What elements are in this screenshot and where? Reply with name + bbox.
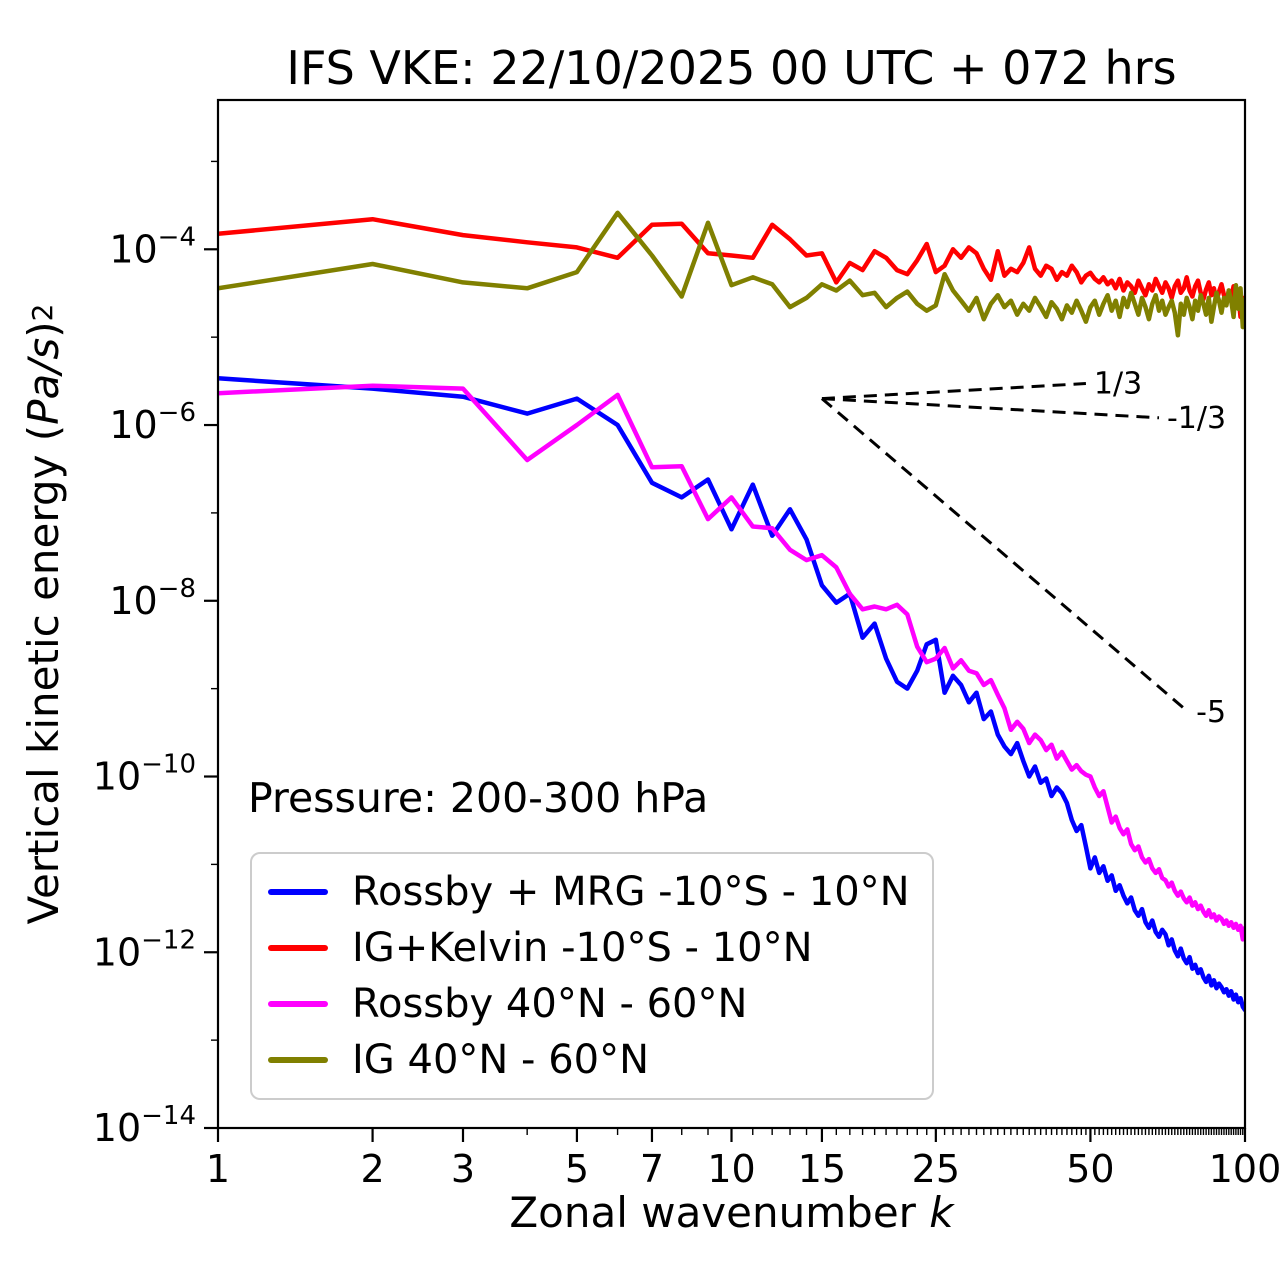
svg-text:7: 7 xyxy=(640,1147,664,1191)
y-axis-label: Vertical kinetic energy (Pa/s) 2 xyxy=(18,303,68,925)
legend-item: IG+Kelvin -10°S - 10°N xyxy=(268,925,922,971)
x-axis-tick-labels: 1 2 3 5 7 10 15 25 50 100 xyxy=(206,1147,1280,1191)
svg-text:3: 3 xyxy=(451,1147,475,1191)
y-axis-minor-ticks xyxy=(211,160,218,1041)
series-line-rossby-mrg-10-s-10-n xyxy=(218,376,1245,1013)
legend-item: Rossby 40°N - 60°N xyxy=(268,981,922,1027)
svg-text:10: 10 xyxy=(707,1147,755,1191)
svg-text:25: 25 xyxy=(912,1147,960,1191)
svg-text:10−8: 10−8 xyxy=(109,574,196,623)
svg-text:1: 1 xyxy=(206,1147,230,1191)
y-axis-label-wrap: Vertical kinetic energy (Pa/s) 2 xyxy=(16,100,70,1128)
chart-title: IFS VKE: 22/10/2025 00 UTC + 072 hrs xyxy=(286,41,1177,95)
svg-text:15: 15 xyxy=(798,1147,846,1191)
reference-line-label: 1/3 xyxy=(1094,367,1142,402)
svg-text:2: 2 xyxy=(360,1147,384,1191)
svg-text:10−12: 10−12 xyxy=(93,925,196,974)
plot-spines xyxy=(216,98,1247,1130)
svg-text:100: 100 xyxy=(1209,1147,1280,1191)
series-line-ig-40-n-60-n xyxy=(218,210,1245,338)
svg-text:50: 50 xyxy=(1066,1147,1114,1191)
reference-line-label: -5 xyxy=(1196,695,1226,730)
svg-text:5: 5 xyxy=(565,1147,589,1191)
legend-swatch xyxy=(268,1001,328,1007)
x-axis-ticks xyxy=(216,1128,1247,1142)
y-axis-tick-labels: 10−4 10−6 10−8 10−10 10−12 10−14 xyxy=(93,222,196,1150)
legend-swatch xyxy=(268,889,328,895)
svg-text:10−4: 10−4 xyxy=(109,222,196,271)
legend-swatch xyxy=(268,1057,328,1063)
x-axis-label: Zonal wavenumber k xyxy=(509,1188,954,1237)
pressure-annotation: Pressure: 200-300 hPa xyxy=(248,774,709,822)
reference-line--1/3 xyxy=(821,397,1160,420)
svg-text:10−14: 10−14 xyxy=(93,1101,196,1150)
legend-label: Rossby 40°N - 60°N xyxy=(352,981,748,1027)
legend-label: IG 40°N - 60°N xyxy=(352,1037,650,1083)
series-line-rossby-40-n-60-n xyxy=(218,383,1245,942)
x-axis-minor-ticks xyxy=(526,1128,1244,1135)
y-axis-ticks xyxy=(204,248,218,1130)
legend-label: Rossby + MRG -10°S - 10°N xyxy=(352,869,910,915)
legend-item: IG 40°N - 60°N xyxy=(268,1037,922,1083)
svg-text:10−10: 10−10 xyxy=(93,750,196,799)
reference-line-label: -1/3 xyxy=(1167,401,1226,436)
legend-item: Rossby + MRG -10°S - 10°N xyxy=(268,869,922,915)
svg-text:10−6: 10−6 xyxy=(109,398,196,447)
legend-swatch xyxy=(268,945,328,951)
legend: Rossby + MRG -10°S - 10°N IG+Kelvin -10°… xyxy=(250,852,934,1100)
reference-line--5 xyxy=(820,397,1190,714)
series-line-ig-kelvin-10-s-10-n xyxy=(218,216,1245,320)
legend-label: IG+Kelvin -10°S - 10°N xyxy=(352,925,813,971)
reference-line-1/3 xyxy=(821,382,1087,401)
